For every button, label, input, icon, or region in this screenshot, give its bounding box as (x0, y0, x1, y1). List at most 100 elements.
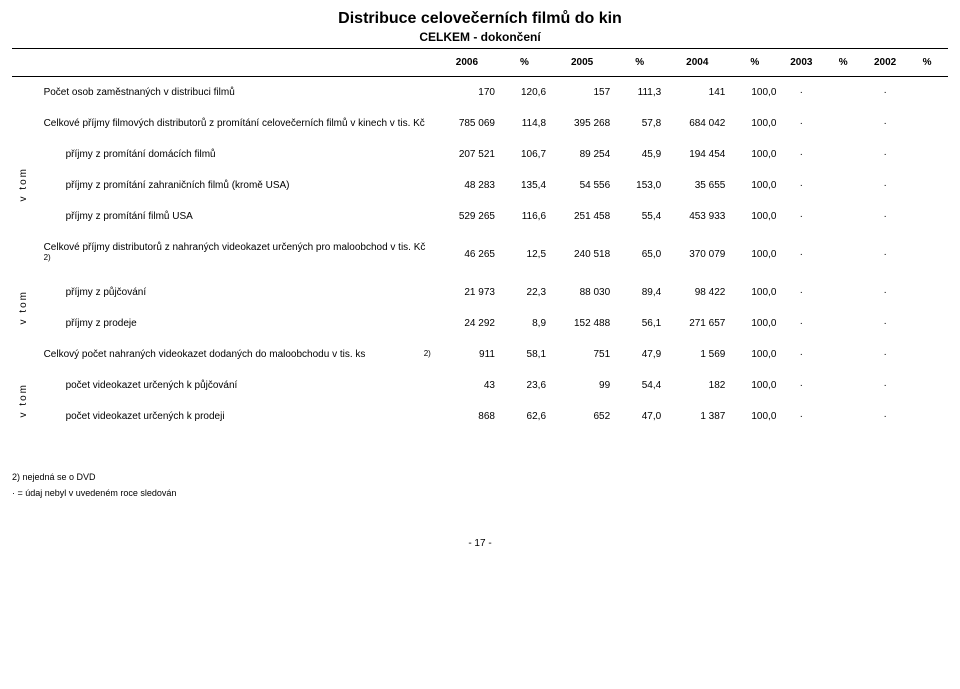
cell: · (780, 308, 822, 339)
table-row: příjmy z promítání zahraničních filmů (k… (12, 170, 948, 201)
data-table: 2006 % 2005 % 2004 % 2003 % 2002 % Počet… (12, 48, 948, 432)
cell: 141 (665, 77, 729, 109)
col-pct: % (906, 49, 948, 77)
table-row: příjmy z promítání filmů USA 529 265 116… (12, 201, 948, 232)
col-2005: 2005 (550, 49, 614, 77)
row-label: Celkové příjmy filmových distributorů z … (36, 108, 435, 139)
cell: 12,5 (499, 232, 550, 277)
table-row: v tom příjmy z půjčování 21 973 22,3 88 … (12, 277, 948, 308)
cell: 911 (435, 339, 499, 370)
cell: · (780, 201, 822, 232)
col-2004: 2004 (665, 49, 729, 77)
cell: 100,0 (729, 170, 780, 201)
cell: 47,9 (614, 339, 665, 370)
cell: · (864, 339, 906, 370)
cell: 453 933 (665, 201, 729, 232)
vtom-label: v tom (18, 290, 29, 324)
cell: 106,7 (499, 139, 550, 170)
col-pct: % (729, 49, 780, 77)
cell: 100,0 (729, 77, 780, 109)
cell: 100,0 (729, 339, 780, 370)
cell: 100,0 (729, 277, 780, 308)
cell: 54 556 (550, 170, 614, 201)
col-pct: % (499, 49, 550, 77)
col-2006: 2006 (435, 49, 499, 77)
cell: · (864, 232, 906, 277)
cell: 114,8 (499, 108, 550, 139)
cell: · (864, 139, 906, 170)
cell: 194 454 (665, 139, 729, 170)
table-row: Celkové příjmy filmových distributorů z … (12, 108, 948, 139)
cell: 271 657 (665, 308, 729, 339)
col-pct: % (614, 49, 665, 77)
cell: 100,0 (729, 370, 780, 401)
table-row: Počet osob zaměstnaných v distribuci fil… (12, 77, 948, 109)
cell: 135,4 (499, 170, 550, 201)
cell: · (864, 370, 906, 401)
cell: · (864, 277, 906, 308)
cell: 99 (550, 370, 614, 401)
cell: 868 (435, 401, 499, 432)
cell: 529 265 (435, 201, 499, 232)
cell: 100,0 (729, 401, 780, 432)
table-row: v tom příjmy z promítání domácích filmů … (12, 139, 948, 170)
cell: 182 (665, 370, 729, 401)
footnote: · = údaj nebyl v uvedeném roce sledován (12, 488, 948, 498)
cell: · (780, 277, 822, 308)
cell: 89 254 (550, 139, 614, 170)
row-label: Celkové příjmy distributorů z nahraných … (36, 232, 435, 277)
cell: · (780, 232, 822, 277)
cell: · (780, 108, 822, 139)
cell: · (864, 401, 906, 432)
vtom-label: v tom (18, 167, 29, 201)
row-label: příjmy z promítání domácích filmů (36, 139, 435, 170)
cell: · (864, 201, 906, 232)
cell: 62,6 (499, 401, 550, 432)
cell: 47,0 (614, 401, 665, 432)
cell: 56,1 (614, 308, 665, 339)
cell: 1 569 (665, 339, 729, 370)
footnote: 2) nejedná se o DVD (12, 472, 948, 482)
cell: · (780, 170, 822, 201)
cell: 240 518 (550, 232, 614, 277)
row-label: příjmy z promítání zahraničních filmů (k… (36, 170, 435, 201)
cell: 251 458 (550, 201, 614, 232)
cell: · (864, 77, 906, 109)
cell: 684 042 (665, 108, 729, 139)
cell: 22,3 (499, 277, 550, 308)
cell: 1 387 (665, 401, 729, 432)
cell: 58,1 (499, 339, 550, 370)
cell: 57,8 (614, 108, 665, 139)
cell: 43 (435, 370, 499, 401)
cell: 88 030 (550, 277, 614, 308)
cell: 65,0 (614, 232, 665, 277)
cell: 116,6 (499, 201, 550, 232)
table-row: Celkové příjmy distributorů z nahraných … (12, 232, 948, 277)
footnotes: 2) nejedná se o DVD · = údaj nebyl v uve… (12, 472, 948, 498)
cell: 170 (435, 77, 499, 109)
page-number: - 17 - (12, 538, 948, 549)
cell: 157 (550, 77, 614, 109)
cell: · (864, 170, 906, 201)
cell: 785 069 (435, 108, 499, 139)
cell: 152 488 (550, 308, 614, 339)
cell: 100,0 (729, 201, 780, 232)
row-label: počet videokazet určených k půjčování (36, 370, 435, 401)
cell: 207 521 (435, 139, 499, 170)
cell: 98 422 (665, 277, 729, 308)
col-2003: 2003 (780, 49, 822, 77)
cell: 100,0 (729, 232, 780, 277)
cell: 153,0 (614, 170, 665, 201)
cell: 24 292 (435, 308, 499, 339)
cell: 35 655 (665, 170, 729, 201)
cell: 21 973 (435, 277, 499, 308)
row-label: příjmy z promítání filmů USA (36, 201, 435, 232)
cell: 111,3 (614, 77, 665, 109)
vtom-label: v tom (18, 383, 29, 417)
row-label: Počet osob zaměstnaných v distribuci fil… (36, 77, 435, 109)
cell: 120,6 (499, 77, 550, 109)
cell: · (780, 139, 822, 170)
cell: 751 (550, 339, 614, 370)
cell: 89,4 (614, 277, 665, 308)
cell: 100,0 (729, 139, 780, 170)
